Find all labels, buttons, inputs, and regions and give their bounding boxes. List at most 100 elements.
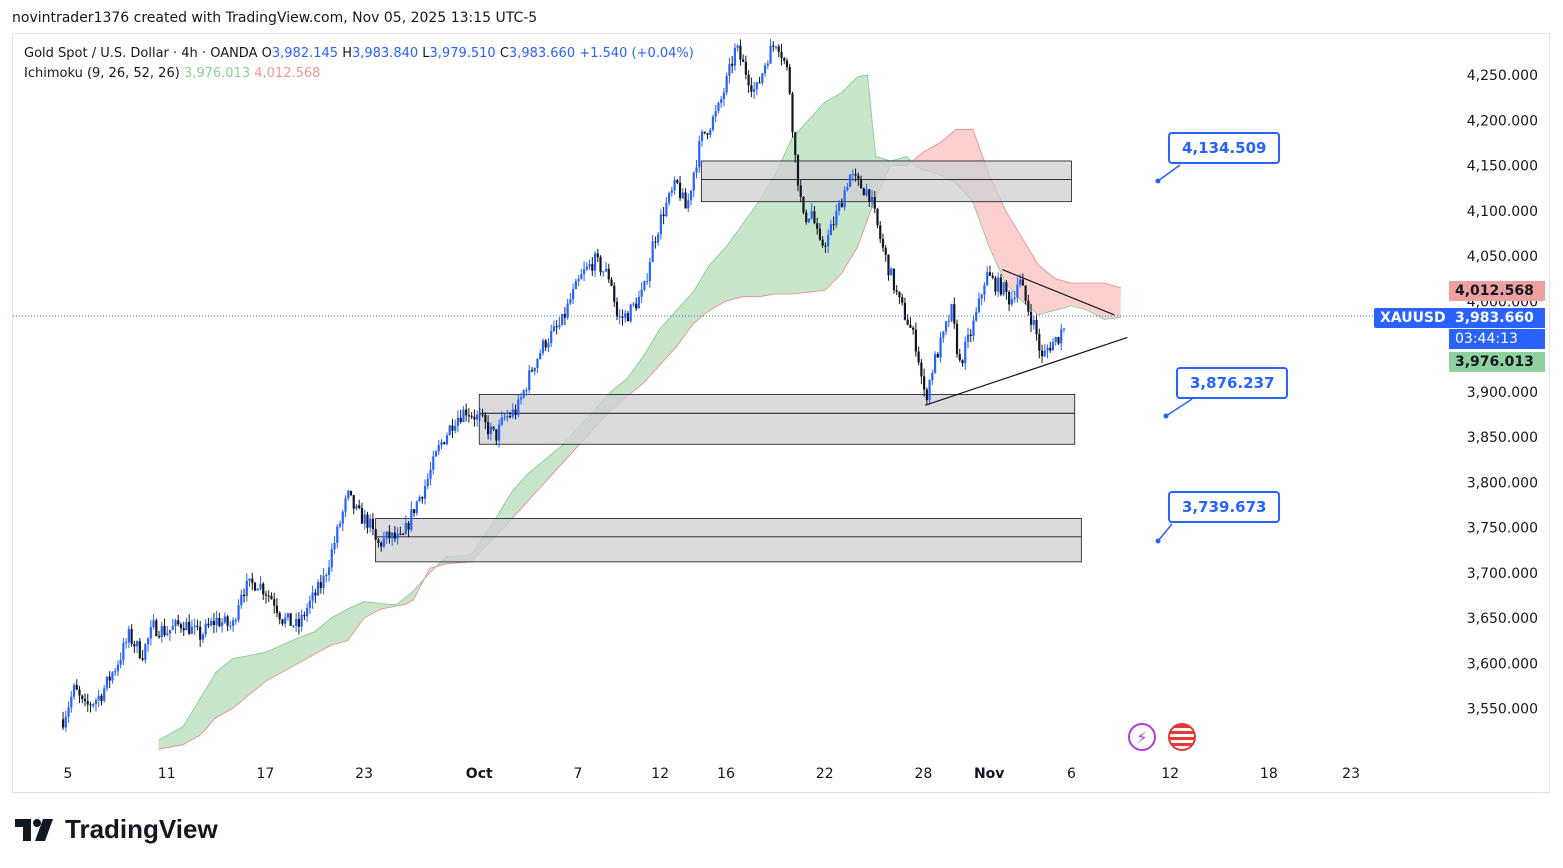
candle-body-18 [111,672,114,681]
triangle-lower-line [924,336,1128,406]
candle-body-307 [903,302,907,320]
callout-upper-leader [1157,164,1181,182]
x-tick-label: 17 [256,766,274,782]
callout-upper[interactable]: 4,134.509 [1168,132,1281,164]
candle-body-107 [355,505,358,509]
candle-body-185 [569,299,572,304]
candle-body-34 [155,620,158,636]
x-tick-label: 7 [573,766,582,782]
candle-body-15 [103,688,106,702]
candle-body-303 [892,268,896,291]
candle-body-265 [788,67,791,94]
candle-body-153 [481,414,484,416]
candle-body-43 [179,624,183,629]
candle-body-215 [651,241,654,263]
candle-body-246 [736,45,739,48]
candle-body-345 [1008,291,1011,305]
candle-body-242 [725,75,728,93]
candle-body-47 [190,626,194,634]
tradingview-logo-text: TradingView [65,814,218,844]
candle-body-145 [459,417,462,423]
legend-ichimoku-row[interactable]: Ichimoku (9, 26, 52, 26) 3,976.013 4,012… [24,64,694,84]
callout-middle-leader [1165,398,1193,417]
candle-body-349 [1018,279,1022,285]
lightning-icon[interactable]: ⚡ [1128,723,1156,751]
candle-body-91 [311,592,314,601]
candle-body-300 [884,247,887,255]
candle-body-124 [401,533,405,535]
candle-body-135 [432,456,435,470]
candle-body-239 [717,103,720,112]
candle-body-120 [391,532,394,539]
candle-body-160 [500,417,503,425]
x-tick-label: 23 [355,766,373,782]
candle-body-296 [873,197,876,209]
candle-body-144 [456,417,460,426]
y-tick-label: 3,900.000 [1467,385,1538,401]
candle-body-240 [720,99,723,104]
candle-body-306 [901,297,904,303]
x-tick-label: 5 [64,766,73,782]
candle-body-128 [412,509,416,514]
candle-body-184 [566,303,569,318]
candle-body-279 [827,235,830,247]
candle-body-150 [473,416,476,420]
candle-body-68 [248,578,251,581]
candle-body-131 [421,497,424,499]
candle-body-323 [947,321,950,323]
y-tick-label: 4,150.000 [1467,159,1538,175]
legend-high-label: H [342,46,352,61]
candle-body-158 [495,429,498,441]
candle-body-243 [728,63,731,76]
candle-body-205 [624,313,627,318]
y-tick-label: 3,700.000 [1467,566,1538,582]
legend-symbol[interactable]: Gold Spot / U.S. Dollar · 4h · OANDA [24,46,258,61]
candle-body-57 [218,617,221,627]
candle-body-108 [358,505,361,508]
candle-body-5 [75,684,78,690]
candle-body-23 [125,642,128,644]
candle-body-312 [917,351,920,363]
candle-body-194 [593,253,597,271]
candle-body-209 [635,303,638,309]
x-tick-label: 16 [717,766,735,782]
ichimoku-cloud-bullish-2 [436,75,912,567]
candle-body-36 [160,625,163,638]
candle-body-141 [448,425,451,436]
candle-body-180 [555,326,558,328]
y-tick-label: 3,850.000 [1467,430,1538,446]
us-flag-icon[interactable] [1168,723,1196,751]
y-tick-label: 3,600.000 [1467,656,1538,672]
callout-middle[interactable]: 3,876.237 [1176,367,1289,399]
candle-body-152 [478,414,481,416]
candle-body-125 [404,523,407,535]
candle-body-267 [794,132,797,156]
candle-body-79 [278,612,281,620]
candle-body-204 [621,316,624,318]
candle-body-212 [643,281,646,290]
candle-body-87 [300,614,303,627]
candle-body-331 [969,334,972,336]
candle-body-255 [761,73,764,83]
callout-lower[interactable]: 3,739.673 [1168,491,1281,523]
candle-body-138 [440,442,443,446]
candle-body-329 [964,341,967,364]
price-label-symbol[interactable]: XAUUSD [1374,308,1452,328]
candle-body-230 [692,172,695,191]
candle-body-67 [245,580,248,596]
candle-body-206 [626,313,630,322]
candle-body-249 [744,61,747,75]
candle-body-233 [700,131,704,142]
candle-body-313 [920,362,923,377]
candle-body-305 [898,291,901,298]
candle-body-48 [193,625,196,627]
candle-body-177 [547,343,550,348]
candle-body-121 [393,532,396,539]
candle-body-132 [423,486,427,499]
candle-body-285 [843,190,846,208]
tradingview-logo[interactable]: TradingView [15,814,218,845]
y-tick-label: 4,250.000 [1467,68,1538,84]
legend-close-value: 3,983.660 [508,46,576,61]
candle-body-148 [467,415,471,417]
